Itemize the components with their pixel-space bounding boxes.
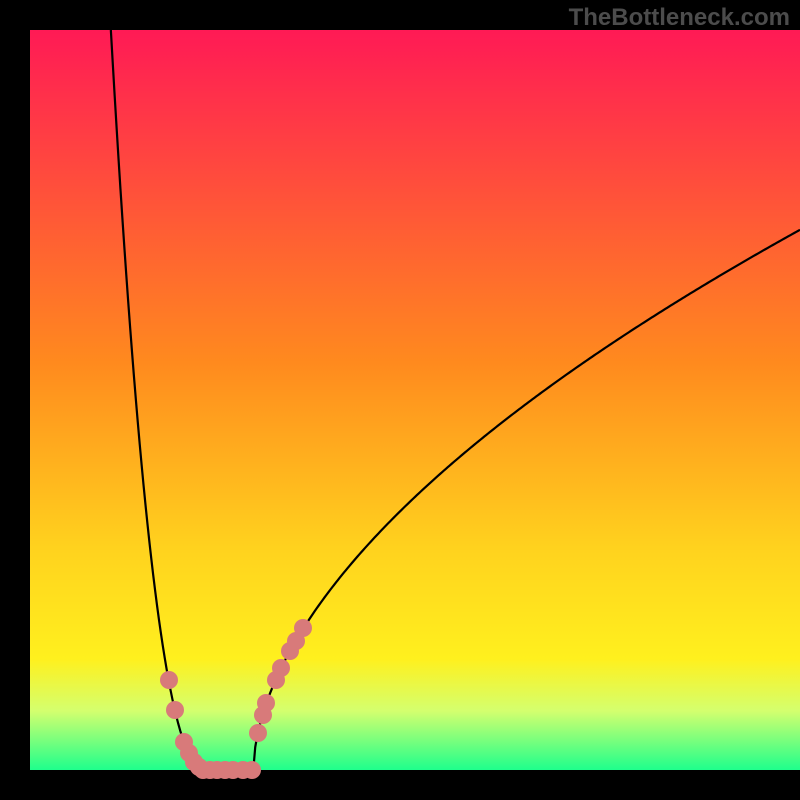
bottleneck-curve <box>111 30 800 770</box>
data-point <box>249 724 267 742</box>
data-point <box>243 761 261 779</box>
data-point <box>166 701 184 719</box>
plot-area <box>30 30 800 770</box>
data-point <box>294 619 312 637</box>
data-point <box>257 694 275 712</box>
data-point <box>272 659 290 677</box>
watermark-text: TheBottleneck.com <box>569 4 790 32</box>
curve-layer <box>30 30 800 770</box>
data-point <box>160 671 178 689</box>
